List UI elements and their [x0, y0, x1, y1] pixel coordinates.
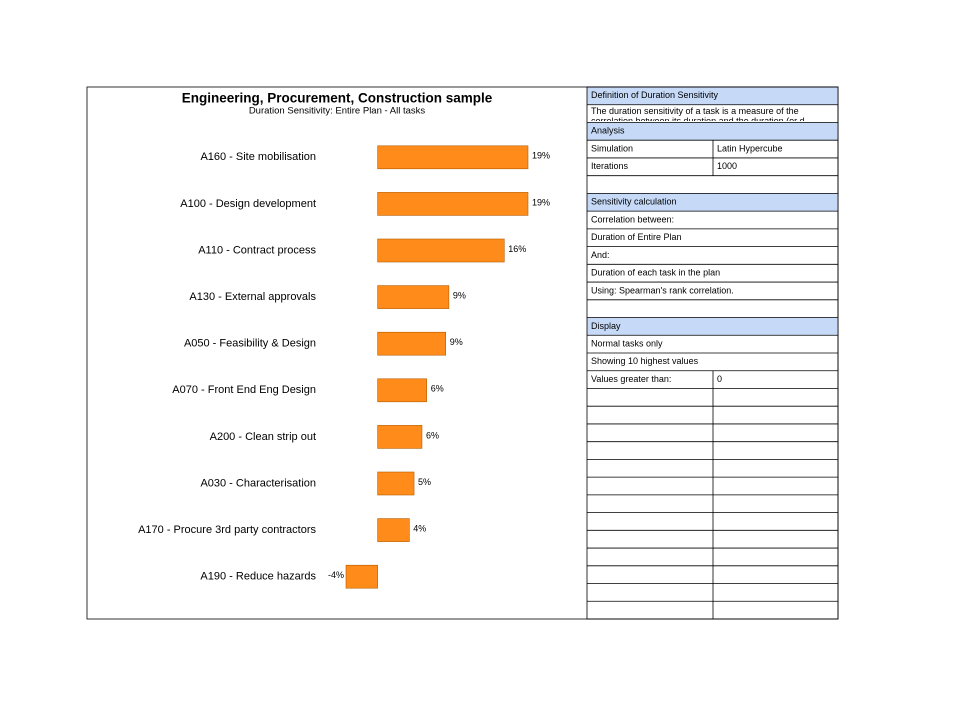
bar — [345, 564, 378, 589]
value-label: 6% — [431, 384, 444, 394]
section-header — [587, 317, 838, 336]
section-header — [587, 122, 838, 141]
bar — [377, 518, 410, 542]
category-label: A070 - Front End Eng Design — [172, 384, 316, 396]
value-label: 16% — [508, 244, 526, 254]
category-label: A170 - Procure 3rd party contractors — [138, 524, 316, 536]
panel-value: Latin Hypercube — [717, 143, 783, 153]
panel-label: Iterations — [591, 161, 629, 171]
category-label: A110 - Contract process — [198, 244, 316, 256]
definition-text: The duration sensitivity of a task is a … — [591, 105, 805, 122]
category-label: A030 - Characterisation — [200, 477, 316, 489]
panel-text: Duration of each task in the plan — [591, 268, 720, 278]
category-label: A050 - Feasibility & Design — [184, 338, 316, 350]
category-label: A190 - Reduce hazards — [200, 571, 316, 583]
category-label: A200 - Clean strip out — [210, 431, 316, 443]
section-title: Analysis — [591, 126, 625, 136]
bar — [377, 425, 423, 449]
bar — [377, 192, 529, 216]
panel-label: Simulation — [591, 143, 633, 153]
panel-text: Duration of Entire Plan — [591, 232, 682, 242]
panel-label: Values greater than: — [591, 374, 671, 384]
category-label: A130 - External approvals — [189, 291, 316, 303]
panel-text: Correlation between: — [591, 214, 674, 224]
value-label: 19% — [532, 197, 550, 207]
value-label: 9% — [450, 337, 463, 347]
category-label: A160 - Site mobilisation — [200, 151, 316, 163]
bar — [377, 145, 529, 170]
panel-value: 1000 — [717, 161, 737, 171]
section-header — [587, 193, 838, 212]
value-label: 19% — [532, 151, 550, 161]
panel-border — [586, 86, 839, 620]
chart-subtitle: Duration Sensitivity: Entire Plan - All … — [249, 106, 426, 117]
value-label: 5% — [418, 477, 431, 487]
panel-text: And: — [591, 250, 610, 260]
bar — [377, 238, 505, 263]
section-header — [587, 87, 838, 105]
definition-box: The duration sensitivity of a task is a … — [591, 105, 805, 122]
section-title: Display — [591, 321, 621, 331]
value-label: 9% — [453, 290, 466, 300]
section-title: Sensitivity calculation — [591, 197, 677, 207]
chart-title: Engineering, Procurement, Construction s… — [182, 91, 493, 106]
value-label: -4% — [328, 570, 344, 580]
value-label: 6% — [426, 430, 439, 440]
bar — [377, 331, 447, 356]
panel-text: Normal tasks only — [591, 339, 663, 349]
bar — [377, 471, 415, 496]
panel-text: Using: Spearman's rank correlation. — [591, 285, 734, 295]
bar — [377, 378, 428, 403]
panel-text: Showing 10 highest values — [591, 356, 699, 366]
value-label: 4% — [413, 523, 426, 533]
bar — [377, 285, 450, 309]
category-label: A100 - Design development — [180, 198, 316, 210]
panel-value: 0 — [717, 374, 722, 384]
section-title: Definition of Duration Sensitivity — [591, 90, 719, 100]
